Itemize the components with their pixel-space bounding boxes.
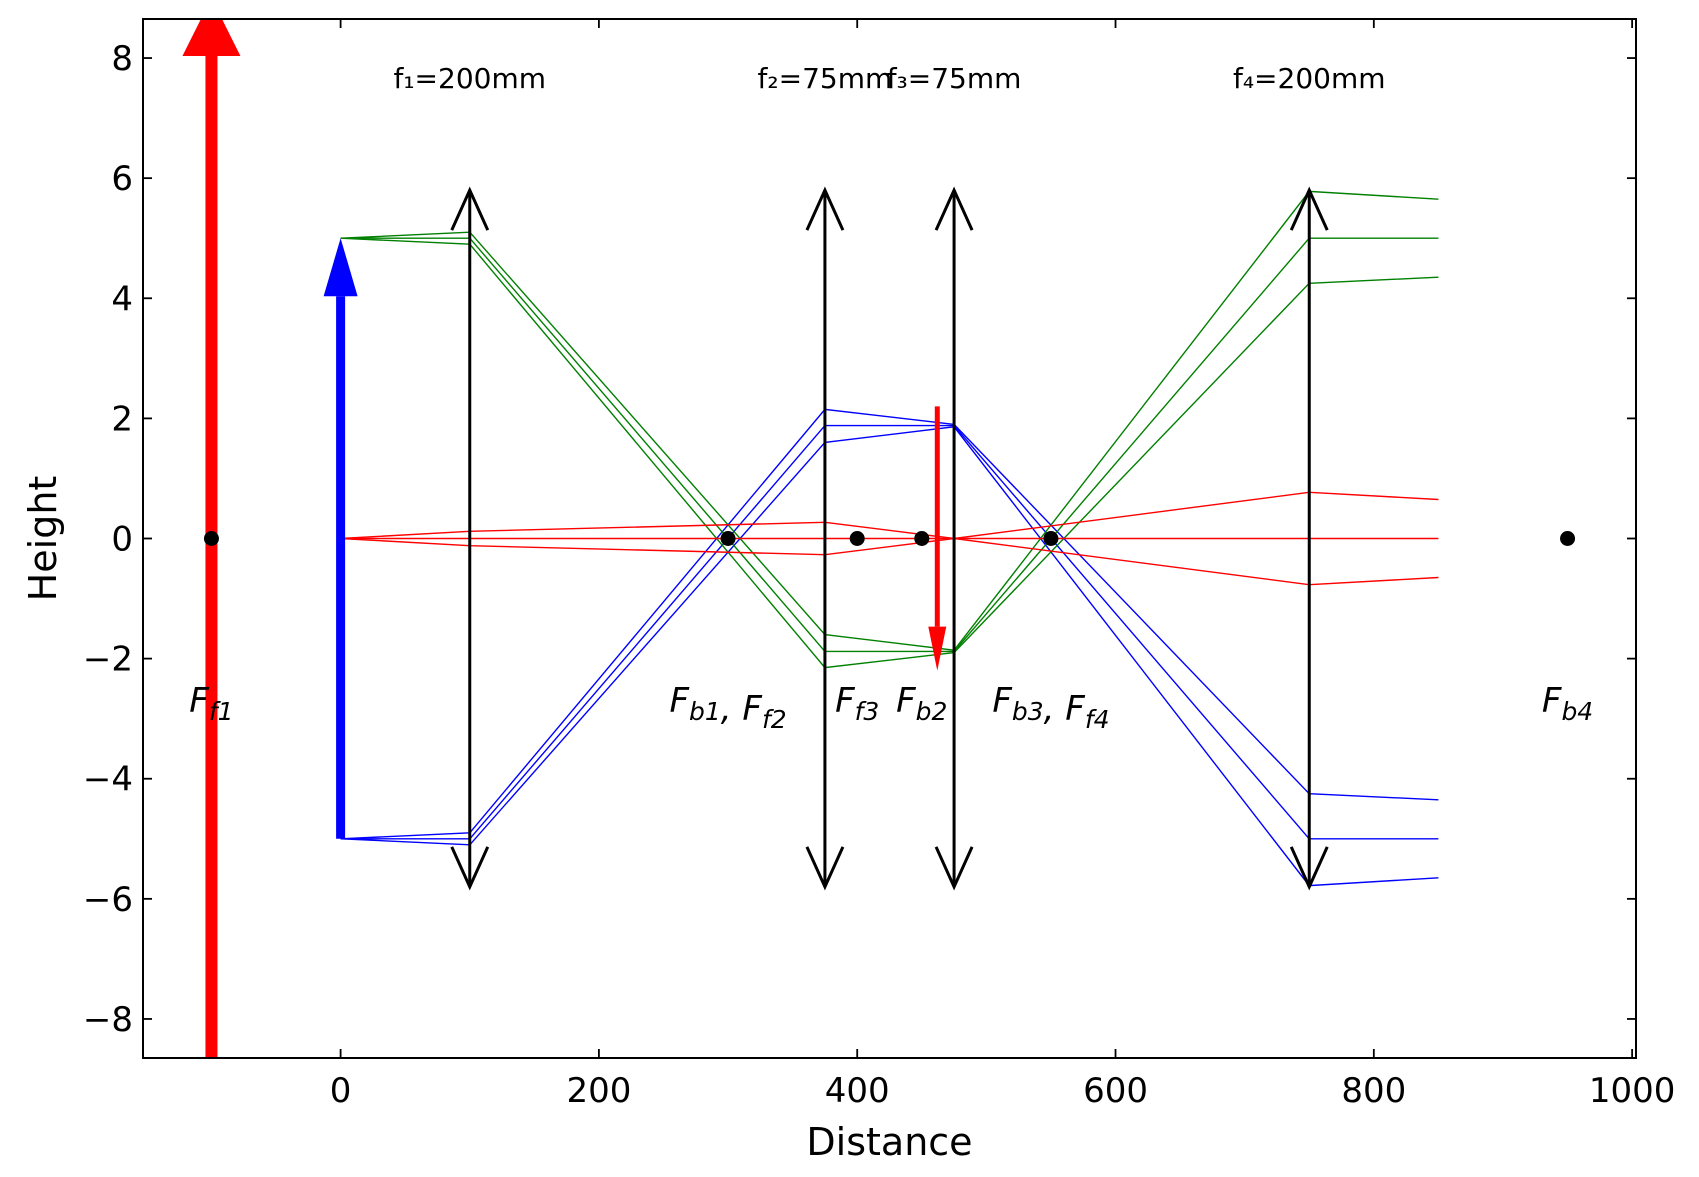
ray-6 (340, 521, 1439, 586)
x-tick-label-600: 600 (1083, 1071, 1148, 1111)
x-tick-label-800: 800 (1341, 1071, 1406, 1111)
y-tick-label--8: −8 (83, 1000, 133, 1040)
x-tick-label-1000: 1000 (1589, 1071, 1676, 1111)
focal-label-4-sub-0: b3 (1012, 697, 1044, 726)
ray-0 (340, 408, 1439, 840)
ray-1 (340, 424, 1439, 840)
lens-3-bottom-arrowhead (934, 846, 974, 891)
focal-label-5: Fb4 (1542, 681, 1593, 726)
lens-4 (1289, 186, 1329, 891)
y-tick-label-2: 2 (111, 399, 133, 439)
lens-1-top-arrowhead (450, 186, 490, 231)
focal-label-4-sub-1: f4 (1085, 705, 1110, 734)
axes-layer: 0 200 400 600 800 1000 −8 −6 −4 −2 0 2 4 6 8 (83, 18, 1676, 1111)
lens-3 (934, 186, 974, 891)
lens-1-label: f₁=200mm (393, 62, 546, 95)
focal-label-1-main-0: F (669, 681, 689, 721)
object-arrow (323, 238, 358, 839)
focal-point-4 (1043, 531, 1059, 546)
focal-label-2: Ff3 (835, 681, 879, 726)
focal-label-4-main-0: F (992, 681, 1012, 721)
lens-4-bottom-arrowhead (1289, 846, 1329, 891)
y-tick-label--4: −4 (83, 760, 133, 800)
lens-1 (450, 186, 490, 891)
y-axis-title: Height (21, 476, 65, 602)
x-tick-label-400: 400 (825, 1071, 890, 1111)
y-tick-label-0: 0 (111, 520, 133, 560)
labels-layer: Ff1 Fb1, Ff2 Ff3 Fb2 Fb3, Ff4 Fb4 (189, 681, 1593, 734)
focal-point-2 (849, 531, 865, 546)
focal-label-5-main-0: F (1542, 681, 1562, 721)
focal-point-1 (720, 531, 736, 546)
objects-layer (182, 19, 947, 1058)
lens-2 (805, 186, 845, 891)
x-axis-title: Distance (806, 1120, 972, 1164)
lens-3-label: f₃=75mm (887, 62, 1022, 95)
y-tick-label-6: 6 (111, 159, 133, 199)
rays-layer (340, 190, 1439, 887)
ray-4 (340, 237, 1439, 653)
lens-2-label: f₂=75mm (758, 62, 893, 95)
focal-label-0: Ff1 (189, 681, 233, 726)
virtual-image-arrow (182, 19, 241, 1058)
focal-label-3: Fb2 (896, 681, 947, 726)
focal-point-3 (914, 531, 930, 546)
focal-label-1-sub-1: f2 (762, 705, 787, 734)
virtual-image-arrowhead (182, 19, 241, 56)
intermediate-image-arrowhead (928, 626, 947, 671)
x-tick-label-0: 0 (330, 1071, 352, 1111)
focal-label-4-main-1: , F (1044, 689, 1086, 729)
y-tick-label--6: −6 (83, 880, 133, 920)
focal-label-1: Fb1, Ff2 (669, 681, 786, 734)
lens-4-top-arrowhead (1289, 186, 1329, 231)
focal-points-layer (203, 531, 1576, 546)
lens-2-top-arrowhead (805, 186, 845, 231)
y-tick-label--2: −2 (83, 640, 133, 680)
ray-8 (340, 491, 1439, 556)
focal-point-0 (203, 531, 219, 546)
focal-label-0-sub-0: f1 (209, 697, 234, 726)
focal-label-0-main-0: F (189, 681, 209, 721)
lens-4-label: f₄=200mm (1233, 62, 1386, 95)
lens-1-bottom-arrowhead (450, 846, 490, 891)
focal-label-2-sub-0: f3 (855, 697, 880, 726)
ray-2 (340, 426, 1439, 887)
focal-label-1-main-1: , F (721, 689, 763, 729)
focal-label-2-main-0: F (835, 681, 855, 721)
y-tick-label-4: 4 (111, 279, 133, 319)
intermediate-image-arrow (928, 406, 947, 671)
focal-label-1-sub-0: b1 (689, 697, 721, 726)
ray-5 (340, 237, 1439, 669)
lens-3-top-arrowhead (934, 186, 974, 231)
y-tick-label-8: 8 (111, 39, 133, 79)
focal-label-4: Fb3, Ff4 (992, 681, 1109, 734)
lens-2-bottom-arrowhead (805, 846, 845, 891)
focal-point-5 (1560, 531, 1576, 546)
object-arrowhead (323, 238, 358, 297)
focal-label-5-sub-0: b4 (1561, 697, 1593, 726)
ray-3 (340, 190, 1439, 651)
focal-label-3-main-0: F (896, 681, 916, 721)
x-tick-label-200: 200 (566, 1071, 631, 1111)
focal-label-3-sub-0: b2 (916, 697, 948, 726)
